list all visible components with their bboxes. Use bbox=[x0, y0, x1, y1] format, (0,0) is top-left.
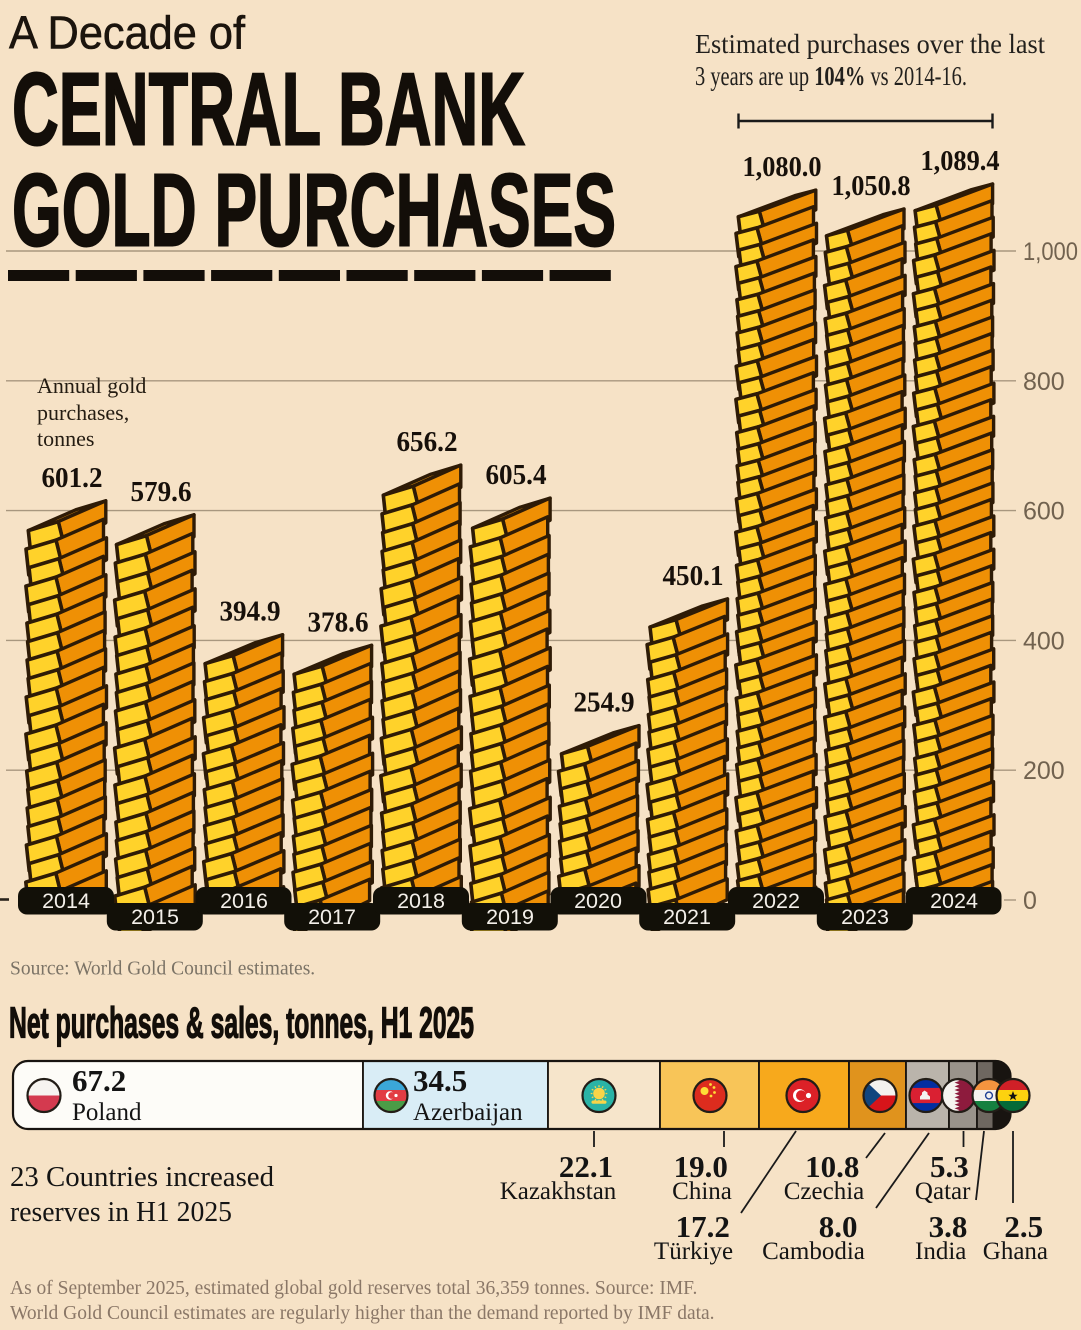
svg-text:450.1: 450.1 bbox=[663, 560, 724, 592]
svg-text:1,089.4: 1,089.4 bbox=[921, 145, 1000, 177]
svg-text:400: 400 bbox=[1023, 627, 1065, 655]
svg-text:19.0: 19.0 bbox=[674, 1149, 728, 1184]
svg-text:3.8: 3.8 bbox=[929, 1209, 968, 1244]
svg-text:3 years are up 104% vs 2014-16: 3 years are up 104% vs 2014-16. bbox=[695, 60, 967, 91]
svg-text:Estimated purchases over the l: Estimated purchases over the last bbox=[695, 28, 1045, 59]
svg-text:CENTRAL BANK: CENTRAL BANK bbox=[12, 52, 525, 167]
svg-text:1,080.0: 1,080.0 bbox=[743, 151, 822, 183]
svg-text:656.2: 656.2 bbox=[397, 426, 458, 458]
svg-text:2014: 2014 bbox=[42, 889, 90, 913]
svg-text:A Decade of: A Decade of bbox=[9, 7, 245, 59]
svg-text:2020: 2020 bbox=[574, 889, 622, 913]
svg-text:2017: 2017 bbox=[308, 905, 356, 929]
svg-text:254.9: 254.9 bbox=[574, 687, 635, 719]
svg-text:India: India bbox=[915, 1238, 966, 1265]
svg-text:2021: 2021 bbox=[663, 905, 711, 929]
svg-text:200: 200 bbox=[1023, 757, 1065, 785]
svg-text:Czechia: Czechia bbox=[784, 1178, 865, 1205]
svg-text:As of September 2025, estimate: As of September 2025, estimated global g… bbox=[10, 1278, 715, 1324]
svg-text:Ghana: Ghana bbox=[983, 1238, 1048, 1265]
svg-text:600: 600 bbox=[1023, 498, 1065, 526]
svg-text:2022: 2022 bbox=[752, 889, 800, 913]
svg-text:10.8: 10.8 bbox=[805, 1149, 859, 1184]
svg-text:5.3: 5.3 bbox=[930, 1149, 969, 1184]
svg-text:2019: 2019 bbox=[486, 905, 534, 929]
svg-text:378.6: 378.6 bbox=[308, 606, 369, 638]
svg-text:1,000: 1,000 bbox=[1023, 238, 1078, 266]
svg-text:8.0: 8.0 bbox=[819, 1209, 858, 1244]
svg-text:2024: 2024 bbox=[930, 889, 978, 913]
svg-text:GOLD PURCHASES: GOLD PURCHASES bbox=[12, 152, 616, 267]
svg-text:800: 800 bbox=[1023, 368, 1065, 396]
svg-text:Qatar: Qatar bbox=[915, 1178, 971, 1205]
svg-text:394.9: 394.9 bbox=[220, 596, 281, 628]
svg-text:China: China bbox=[672, 1178, 732, 1205]
svg-text:2018: 2018 bbox=[397, 889, 445, 913]
svg-text:Türkiye: Türkiye bbox=[654, 1238, 733, 1265]
svg-text:67.2: 67.2 bbox=[72, 1063, 126, 1098]
svg-text:579.6: 579.6 bbox=[131, 476, 192, 508]
svg-text:1,050.8: 1,050.8 bbox=[832, 170, 911, 202]
svg-text:2023: 2023 bbox=[841, 905, 889, 929]
svg-text:2016: 2016 bbox=[220, 889, 268, 913]
svg-text:Source: World Gold Council est: Source: World Gold Council estimates. bbox=[10, 959, 315, 980]
svg-text:Azerbaijan: Azerbaijan bbox=[413, 1099, 523, 1126]
svg-text:605.4: 605.4 bbox=[486, 459, 547, 491]
svg-text:601.2: 601.2 bbox=[42, 462, 103, 494]
svg-text:34.5: 34.5 bbox=[413, 1063, 467, 1098]
svg-text:Cambodia: Cambodia bbox=[762, 1238, 865, 1265]
svg-text:17.2: 17.2 bbox=[676, 1209, 730, 1244]
svg-text:Kazakhstan: Kazakhstan bbox=[500, 1178, 617, 1205]
svg-text:Net purchases & sales, tonnes,: Net purchases & sales, tonnes, H1 2025 bbox=[9, 999, 474, 1048]
svg-text:Poland: Poland bbox=[72, 1099, 142, 1126]
svg-text:2.5: 2.5 bbox=[1004, 1209, 1043, 1244]
svg-text:0: 0 bbox=[1023, 887, 1037, 915]
svg-text:22.1: 22.1 bbox=[559, 1149, 613, 1184]
svg-text:2015: 2015 bbox=[131, 905, 179, 929]
